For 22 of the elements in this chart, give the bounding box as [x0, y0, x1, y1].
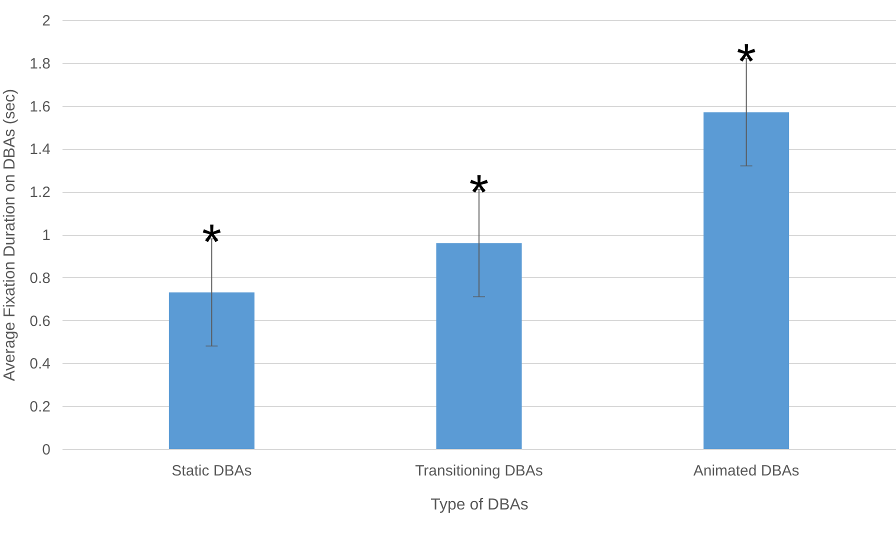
y-axis-title: Average Fixation Duration on DBAs (sec) — [2, 88, 19, 382]
bar — [168, 292, 254, 449]
y-tick-label: 1.6 — [30, 98, 50, 116]
y-tick-label: 0.4 — [30, 356, 50, 373]
y-tick-label: 2 — [42, 12, 50, 30]
y-tick-label: 1.2 — [30, 184, 50, 202]
y-tick-label: 1 — [42, 227, 50, 244]
x-axis-title: Type of DBAs — [430, 496, 528, 514]
annotation: * — [469, 164, 489, 220]
y-tick-label: 0.6 — [30, 312, 50, 330]
bar — [436, 243, 522, 449]
annotation: * — [736, 34, 756, 90]
y-tick-label: 1.8 — [30, 55, 50, 72]
annotation: * — [202, 214, 222, 270]
y-tick-label: 0.2 — [30, 398, 50, 416]
y-tick-label: 0 — [42, 442, 50, 458]
x-tick-label: Static DBAs — [172, 462, 252, 480]
x-tick-label: Transitioning DBAs — [415, 462, 543, 480]
y-tick-label: 1.4 — [30, 141, 50, 158]
x-tick-label: Animated DBAs — [693, 462, 800, 480]
bar — [704, 112, 790, 449]
y-tick-label: 0.8 — [30, 270, 50, 287]
